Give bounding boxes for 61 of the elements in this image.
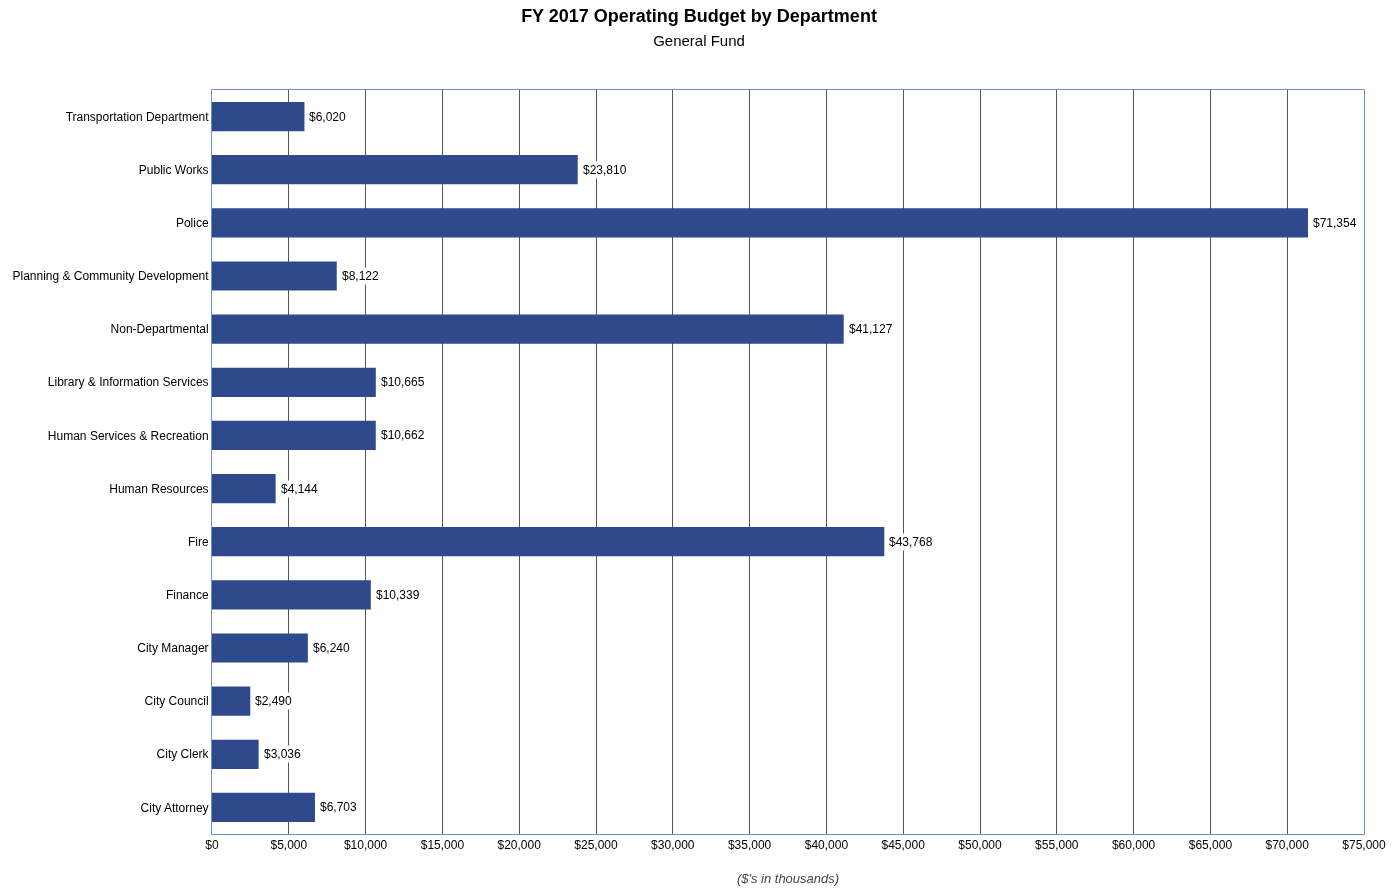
y-tick-label: City Manager [137,641,209,656]
bar [212,580,371,610]
data-label: $3,036 [264,747,302,761]
y-tick-label: Planning & Community Development [12,269,210,284]
data-label: $43,768 [889,535,933,549]
x-tick-label: $30,000 [651,838,695,853]
x-tick-label: $60,000 [1111,838,1156,853]
bar [212,686,251,716]
data-label: $8,122 [342,269,380,283]
x-tick-label: $10,000 [343,838,388,853]
y-tick-label: Human Resources [109,481,209,496]
data-label: $6,240 [313,641,351,655]
data-label: $71,354 [1313,216,1357,230]
chart-title: FY 2017 Operating Budget by Department [521,6,877,27]
y-tick-label: City Attorney [140,800,209,815]
y-tick-label: Finance [165,588,209,603]
x-tick-label: $70,000 [1265,838,1310,853]
y-tick-label: City Council [144,694,209,709]
bar [212,527,885,557]
y-tick-label: City Clerk [156,747,210,762]
x-tick-label: $65,000 [1188,838,1233,853]
x-tick-label: $0 [205,838,219,853]
x-tick-label: $25,000 [574,838,619,853]
y-tick-label: Library & Information Services [47,375,209,390]
x-tick-label: $20,000 [497,838,542,853]
x-tick-label: $15,000 [420,838,465,853]
data-label: $6,020 [309,110,347,124]
bar [212,155,578,185]
y-tick-label: Transportation Department [65,109,210,124]
data-label: $10,665 [381,375,425,389]
data-label: $41,127 [849,322,893,336]
y-tick-label: Human Services & Recreation [47,428,209,443]
x-axis-title: ($'s in thousands) [736,871,840,886]
bar [212,208,1308,238]
chart-subtitle: General Fund [653,31,745,49]
bar [212,420,376,451]
x-tick-label: $40,000 [804,838,849,853]
data-label: $4,144 [281,482,319,496]
bar [212,739,259,769]
x-tick-label: $35,000 [727,838,772,853]
data-label: $23,810 [583,163,627,177]
x-tick-label: $75,000 [1342,838,1387,853]
bar [212,792,315,823]
x-tick-label: $50,000 [958,838,1003,853]
bar [212,314,844,344]
bar [212,261,337,291]
x-tick-label: $5,000 [270,838,308,853]
bar [212,473,276,504]
data-label: $10,339 [376,588,420,602]
y-tick-label: Police [175,216,209,231]
bar [212,633,308,663]
y-tick-label: Non-Departmental [110,322,209,337]
x-tick-label: $55,000 [1035,838,1079,853]
y-tick-label: Fire [187,534,209,549]
data-label: $2,490 [255,694,293,708]
data-label: $6,703 [320,800,358,814]
bar [212,367,376,397]
data-label: $10,662 [381,428,425,442]
bar [212,101,305,132]
x-tick-label: $45,000 [881,838,926,853]
y-tick-label: Public Works [138,162,209,177]
